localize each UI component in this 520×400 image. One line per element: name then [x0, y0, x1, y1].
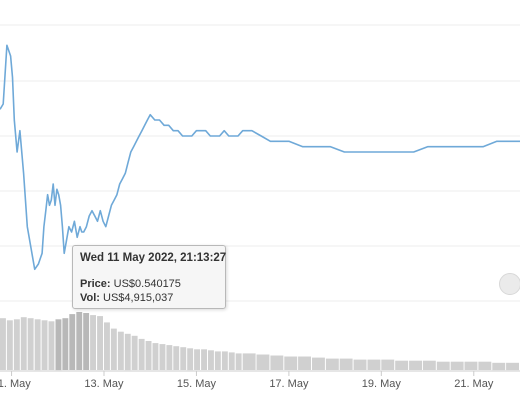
x-tick-label: 21. May	[454, 378, 494, 390]
tooltip-price-label: Price:	[80, 278, 111, 290]
volume-bar	[284, 356, 298, 370]
x-tick-label: 13. May	[84, 378, 124, 390]
volume-bar	[173, 346, 180, 370]
volume-bar	[228, 352, 235, 370]
volume-bar	[325, 358, 339, 370]
volume-bar	[353, 359, 367, 370]
volume-bars	[0, 312, 519, 371]
volume-bar	[464, 361, 478, 370]
volume-bar	[76, 312, 83, 370]
volume-bar	[90, 315, 96, 370]
volume-bar	[97, 316, 103, 370]
tooltip-vol-row: Vol: US$4,915,037	[80, 292, 218, 304]
volume-bar	[145, 341, 152, 370]
volume-bar	[367, 359, 381, 370]
volume-bar	[117, 331, 124, 370]
volume-bar	[48, 321, 55, 370]
volume-bar	[395, 360, 409, 370]
price-line-series	[0, 44, 520, 271]
volume-bar	[312, 357, 325, 370]
chart-tooltip: Wed 11 May 2022, 21:13:27 Price: US$0.54…	[72, 245, 226, 309]
x-axis: 11. May 13. May 15. May 17. May 19. May 21. M…	[0, 370, 520, 390]
x-tick-label: 15. May	[177, 378, 217, 390]
volume-bar	[242, 353, 256, 370]
tooltip-vol-label: Vol:	[80, 292, 100, 304]
tooltip-date: Wed 11 May 2022, 21:13:27	[80, 252, 227, 264]
volume-bar	[256, 354, 270, 370]
volume-bar	[55, 319, 62, 371]
volume-bar	[13, 319, 20, 371]
volume-bar	[436, 361, 450, 370]
volume-bar	[69, 314, 76, 370]
volume-bar	[450, 361, 464, 370]
volume-bar	[194, 349, 200, 370]
volume-bar	[201, 349, 207, 370]
volume-bar	[27, 318, 34, 370]
volume-bar	[298, 356, 311, 370]
volume-bar	[422, 360, 436, 370]
volume-bar	[270, 355, 284, 370]
volume-bar	[492, 362, 506, 371]
price-line	[0, 44, 520, 271]
x-tick-label: 19. May	[362, 378, 402, 390]
volume-bar	[0, 318, 6, 370]
volume-bar	[124, 333, 131, 371]
volume-bar	[339, 358, 353, 370]
x-tick-label: 11. May	[0, 378, 31, 390]
volume-bar	[381, 359, 395, 370]
volume-bar	[506, 362, 519, 371]
volume-bar	[131, 335, 138, 370]
volume-bar	[152, 343, 159, 370]
volume-bar	[180, 347, 187, 370]
volume-bar	[166, 345, 173, 370]
tooltip-price-row: Price: US$0.540175	[80, 278, 218, 290]
volume-bar	[214, 351, 221, 370]
volume-bar	[138, 338, 145, 370]
volume-bar	[221, 351, 228, 370]
volume-bar	[187, 348, 194, 371]
volume-bar	[6, 320, 13, 370]
x-tick-label: 17. May	[269, 378, 309, 390]
volume-bar	[235, 353, 242, 370]
volume-bar	[62, 318, 69, 370]
volume-bar	[110, 328, 117, 370]
volume-bar	[41, 320, 48, 370]
tooltip-vol-value: US$4,915,037	[103, 292, 174, 304]
coingecko-logo-icon	[499, 273, 520, 295]
volume-bar	[409, 360, 422, 370]
volume-bar	[478, 361, 492, 370]
volume-bar	[20, 317, 27, 370]
volume-bar	[83, 313, 90, 370]
volume-bar	[208, 350, 214, 370]
volume-bar	[159, 344, 166, 370]
volume-bar	[104, 322, 110, 370]
volume-bar	[34, 319, 41, 371]
tooltip-price-value: US$0.540175	[113, 278, 181, 290]
